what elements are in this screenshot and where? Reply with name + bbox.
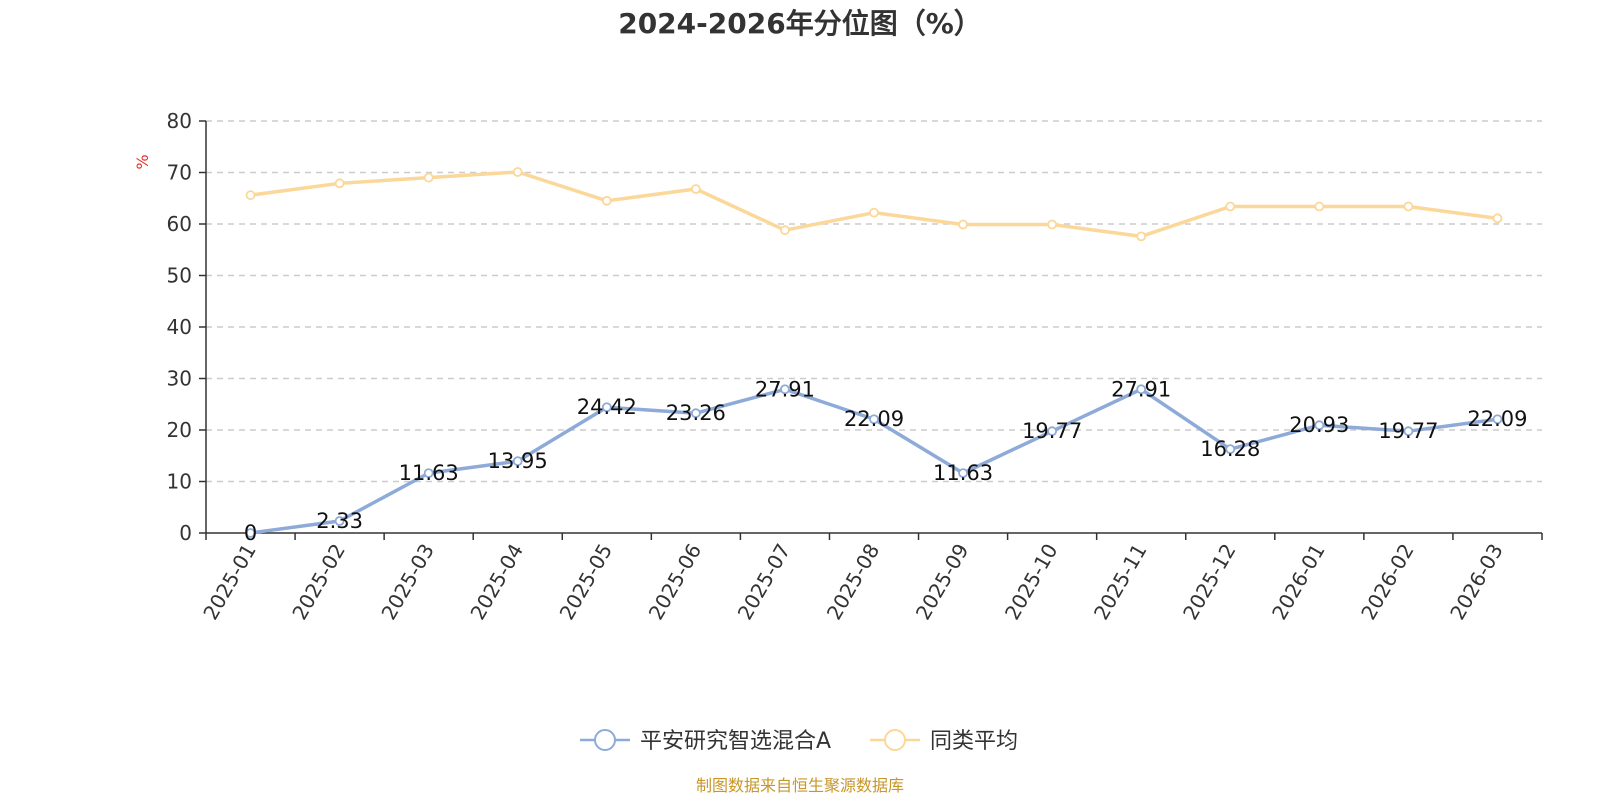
- data-label: 0: [244, 521, 257, 545]
- data-point: [1403, 201, 1414, 212]
- data-point: [334, 178, 345, 189]
- data-point: [1314, 201, 1325, 212]
- data-point: [958, 219, 968, 230]
- data-point: [1136, 231, 1147, 242]
- data-label: 2.33: [316, 509, 363, 533]
- y-tick-label: 60: [167, 212, 192, 236]
- data-point: [869, 414, 879, 425]
- legend-marker-icon: [594, 729, 616, 751]
- data-label: 20.93: [1289, 413, 1349, 437]
- x-tick-label: 2025-04: [465, 540, 528, 624]
- data-label: 11.63: [399, 461, 459, 485]
- data-point: [958, 468, 968, 479]
- y-tick-label: 30: [167, 367, 192, 391]
- legend-label: 平安研究智选混合A: [640, 729, 831, 754]
- x-tick-label: 2025-03: [376, 540, 439, 624]
- data-point: [1136, 384, 1147, 395]
- y-tick-label: 50: [167, 264, 192, 288]
- x-tick-label: 2025-05: [555, 540, 618, 624]
- data-label: 24.42: [577, 395, 637, 419]
- data-point: [601, 195, 612, 206]
- x-tick-label: 2025-11: [1089, 540, 1152, 624]
- data-point: [869, 207, 879, 218]
- x-tick-label: 2026-01: [1267, 540, 1330, 624]
- data-point: [1225, 201, 1236, 212]
- data-point: [423, 468, 434, 479]
- data-label: 11.63: [933, 461, 993, 485]
- data-label: 22.09: [844, 407, 904, 431]
- data-point: [245, 190, 256, 201]
- data-label: 27.91: [1111, 377, 1171, 401]
- x-tick-label: 2025-02: [287, 540, 350, 624]
- data-point: [1314, 420, 1325, 431]
- y-axis: 0 10 20 30 40 50 60 70 80: [167, 109, 207, 545]
- data-point: [1492, 213, 1503, 224]
- y-tick-label: 70: [167, 161, 192, 185]
- x-axis: 2025-01 2025-02 2025-03 2025-04 2025-05 2025-…: [198, 532, 1543, 624]
- data-point: [512, 456, 523, 467]
- data-label: 19.77: [1022, 419, 1082, 443]
- data-point: [1047, 426, 1058, 437]
- legend-item[interactable]: 平安研究智选混合A: [580, 729, 831, 754]
- data-point: [1047, 219, 1058, 230]
- y-tick-label: 0: [179, 521, 192, 545]
- data-point: [512, 167, 523, 177]
- x-tick-label: 2025-10: [1000, 540, 1063, 624]
- y-axis-unit: %: [133, 154, 152, 169]
- x-tick-label: 2025-01: [198, 540, 261, 624]
- series-line: [248, 170, 1500, 239]
- data-point: [334, 516, 345, 526]
- y-tick-label: 80: [167, 109, 192, 133]
- data-point: [423, 172, 434, 183]
- data-point: [780, 225, 790, 236]
- legend[interactable]: 平安研究智选混合A 同类平均: [580, 729, 1018, 754]
- source-note: 制图数据来自恒生聚源数据库: [696, 776, 904, 795]
- data-label: 13.95: [488, 449, 548, 473]
- data-label: 22.09: [1467, 407, 1527, 431]
- x-tick-label: 2025-08: [822, 540, 885, 624]
- data-labels: 0 2.33 11.63 13.95 24.42 23.26 27.91 22.09 11.63…: [244, 377, 1528, 545]
- data-point: [1225, 444, 1236, 455]
- data-point: [690, 408, 701, 419]
- legend-item[interactable]: 同类平均: [870, 729, 1018, 754]
- data-label: 23.26: [666, 401, 726, 425]
- legend-label: 同类平均: [930, 729, 1018, 754]
- x-tick-label: 2025-12: [1178, 540, 1241, 624]
- data-label: 27.91: [755, 377, 815, 401]
- data-label: 16.28: [1200, 437, 1260, 461]
- y-tick-label: 10: [167, 470, 192, 494]
- chart-title: 2024-2026年分位图（%）: [618, 7, 982, 40]
- y-tick-label: 20: [167, 418, 192, 442]
- x-tick-label: 2026-03: [1445, 540, 1508, 624]
- x-tick-label: 2025-06: [644, 540, 707, 624]
- data-point: [780, 384, 790, 395]
- x-tick-label: 2025-07: [733, 540, 796, 624]
- data-point: [601, 402, 612, 413]
- series-lines: [245, 167, 1503, 538]
- legend-marker-icon: [884, 729, 906, 751]
- data-point: [245, 528, 256, 538]
- data-point: [690, 184, 701, 194]
- data-label: 19.77: [1378, 419, 1438, 443]
- y-tick-label: 40: [167, 315, 192, 339]
- x-tick-label: 2026-02: [1356, 540, 1419, 624]
- data-point: [1403, 426, 1414, 437]
- data-point: [1492, 414, 1503, 425]
- x-tick-label: 2025-09: [911, 540, 974, 624]
